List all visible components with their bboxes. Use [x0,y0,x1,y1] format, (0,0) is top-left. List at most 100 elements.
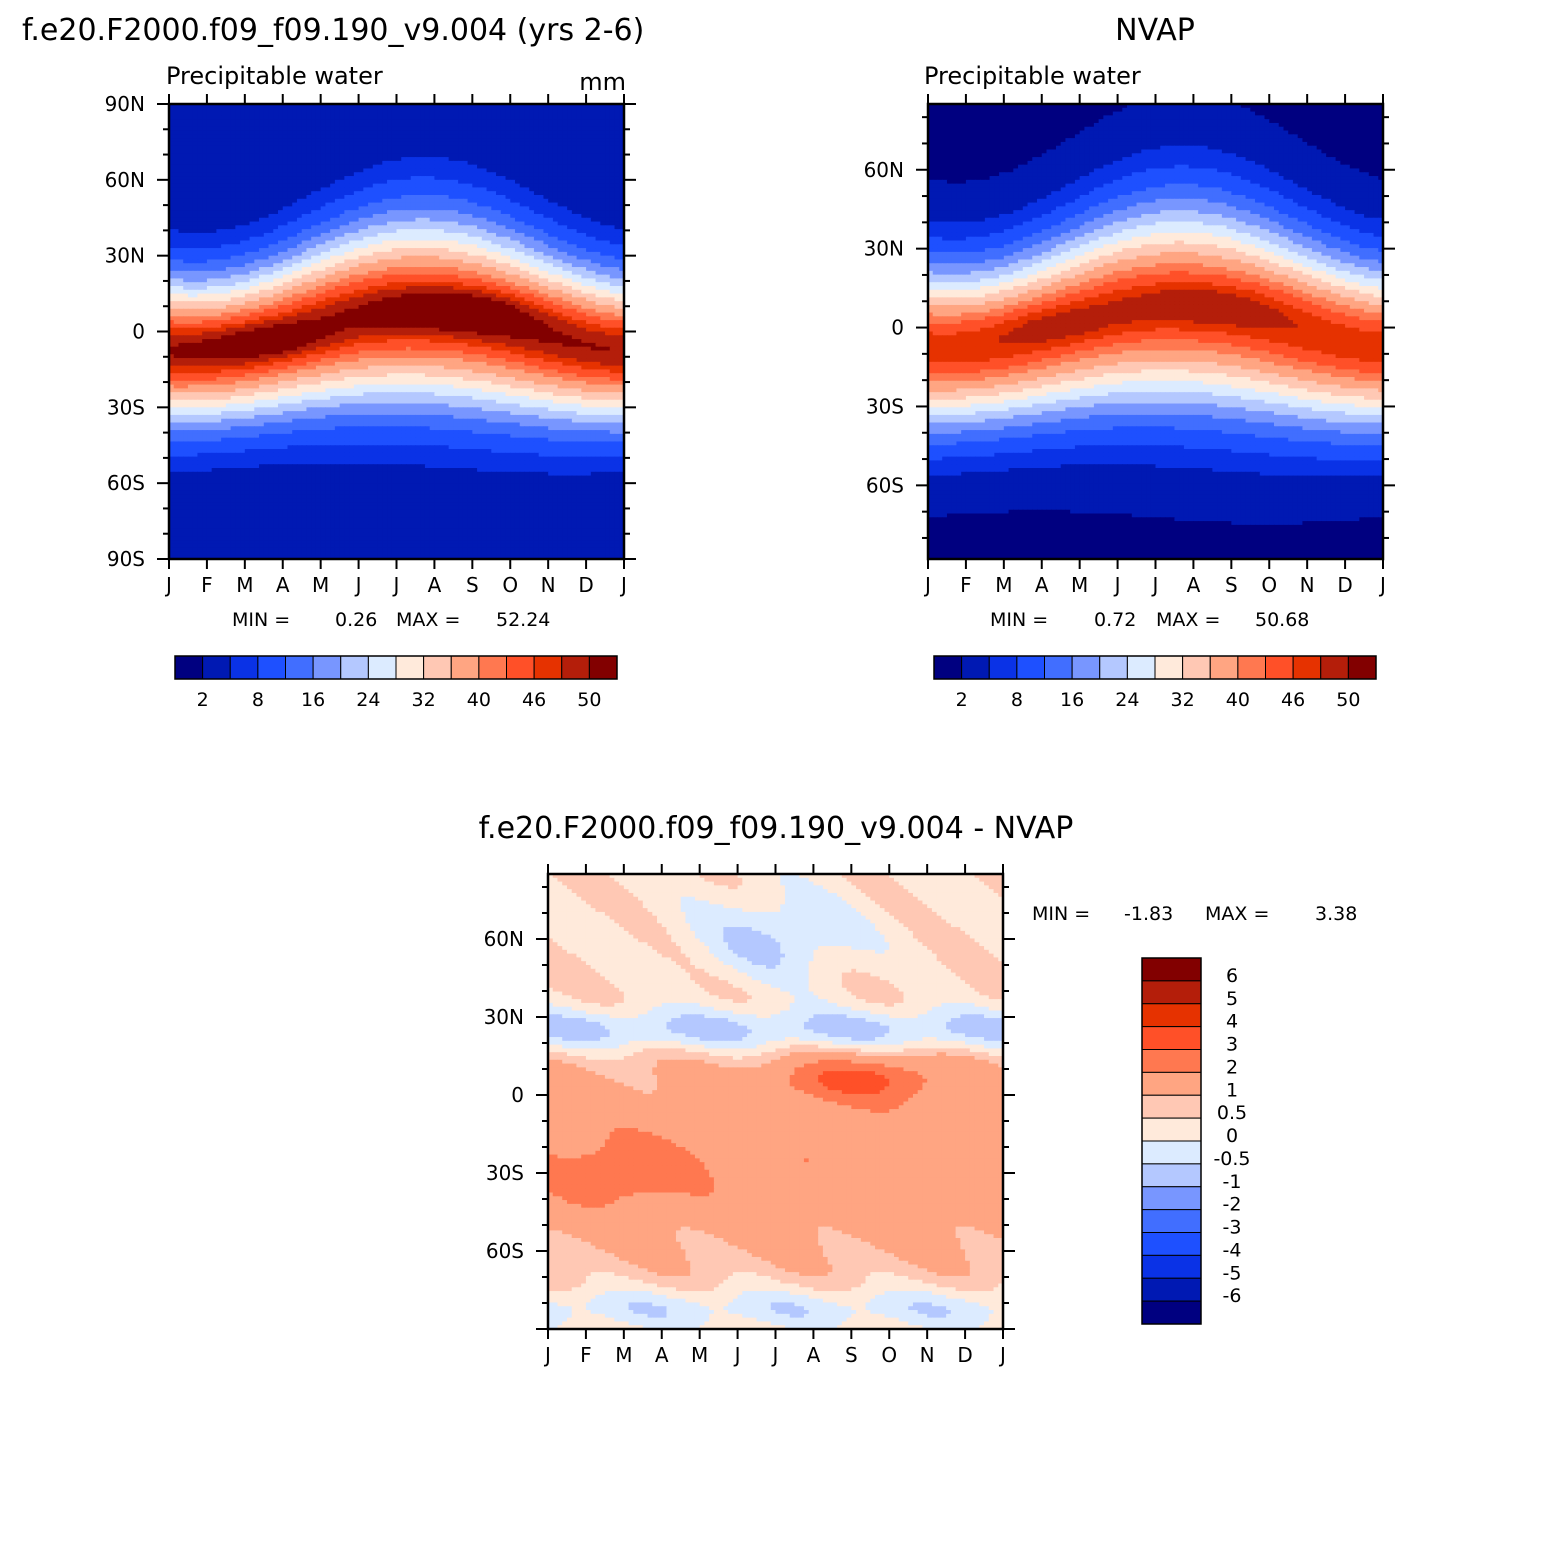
left-cell [514,274,521,280]
left-cell [434,164,440,170]
left-cell [396,145,402,151]
left-cell [472,164,478,170]
left-cell [453,153,459,158]
left-cell [576,195,582,200]
left-cell [363,229,369,234]
left-cell [496,206,502,211]
left-cell [368,115,374,120]
left-cell [519,289,526,295]
left-cell [240,176,246,181]
left-cell [401,255,407,261]
left-cell [491,141,497,147]
left-cell [216,221,222,226]
left-cell [197,172,203,177]
left-cell [420,187,426,192]
left-cell [235,176,241,181]
left-cell [496,164,502,170]
left-cell [254,282,260,287]
left-cell [301,202,308,207]
left-cell [353,229,360,234]
left-cell [211,229,217,234]
left-cell [263,149,270,154]
left-cell [562,157,568,162]
left-cell [505,122,511,128]
left-cell [244,187,251,192]
left-cell [605,248,611,253]
left-cell [595,240,601,245]
left-cell [491,240,497,245]
left-cell [590,115,597,120]
left-cell [500,168,507,173]
left-cell [443,172,450,177]
left-cell [576,274,582,280]
left-cell [420,138,426,143]
left-cell [249,267,255,272]
left-cell [581,255,587,261]
left-cell [462,122,469,128]
left-cell [169,210,175,215]
left-cell [344,157,350,162]
left-cell [458,297,464,302]
left-cell [197,263,203,268]
left-cell [183,134,189,139]
left-cell [401,236,407,242]
left-cell [424,244,431,249]
left-cell [178,107,184,113]
left-cell [486,111,492,116]
left-cell [500,122,507,128]
left-cell [339,168,345,173]
left-cell [396,168,402,173]
left-cell [467,179,473,185]
left-cell [496,267,502,272]
left-cell [202,168,208,173]
left-cell [586,119,592,124]
left-cell [334,289,341,295]
left-cell [434,263,440,268]
left-cell [529,164,535,170]
left-cell [443,176,450,181]
left-cell [320,187,327,192]
left-cell [405,107,412,113]
left-cell [278,145,284,151]
left-cell [500,263,507,268]
left-cell [443,270,450,276]
left-cell [439,141,445,147]
left-cell [230,183,236,189]
left-cell [519,244,526,249]
left-cell [221,210,227,215]
left-cell [448,141,454,147]
left-cell [377,149,383,154]
left-cell [334,187,341,192]
left-cell [292,168,298,173]
left-cell [562,210,568,215]
left-cell [434,198,440,204]
left-cell [363,244,369,249]
left-cell [358,122,364,128]
left-cell [420,176,426,181]
left-cell [263,229,270,234]
left-cell [278,232,284,238]
left-cell [263,157,270,162]
left-cell [339,286,345,291]
left-cell [240,187,246,192]
left-cell [477,255,483,261]
left-cell [183,130,189,135]
left-cell [169,267,175,272]
left-cell [240,130,246,135]
left-cell [510,286,516,291]
left-cell [296,111,303,116]
left-cell [282,255,289,261]
left-cell [391,274,398,280]
left-cell [548,297,554,302]
left-cell [249,138,255,143]
left-cell [320,164,327,170]
left-cell [529,126,535,132]
left-cell [244,141,251,147]
left-cell [548,172,554,177]
left-cell [187,168,194,173]
left-cell [510,164,516,170]
left-cell [263,282,270,287]
left-cell [467,206,473,211]
left-cell [183,195,189,200]
left-cell [372,229,379,234]
